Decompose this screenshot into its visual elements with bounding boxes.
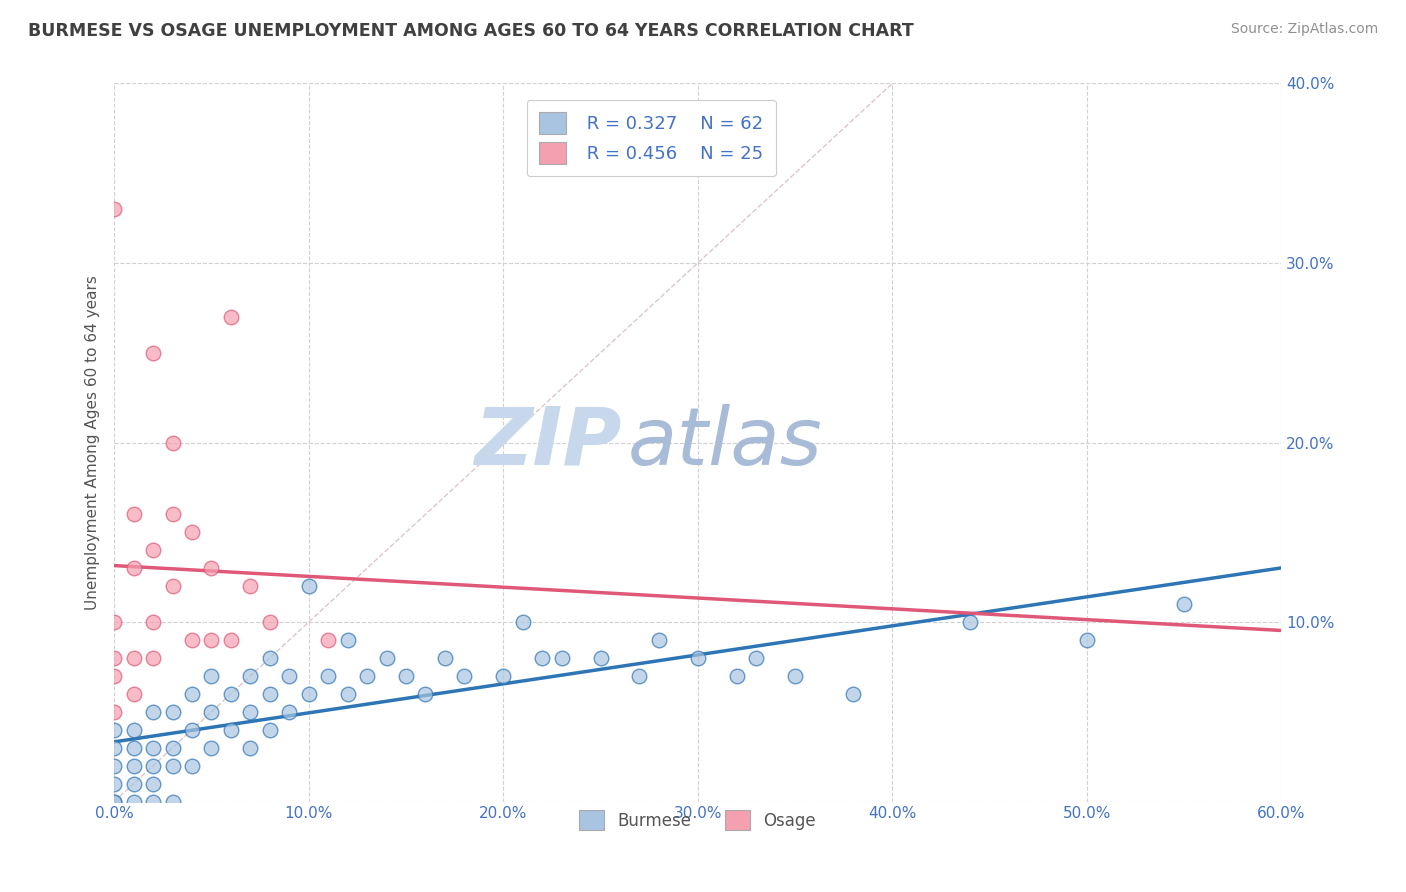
Text: BURMESE VS OSAGE UNEMPLOYMENT AMONG AGES 60 TO 64 YEARS CORRELATION CHART: BURMESE VS OSAGE UNEMPLOYMENT AMONG AGES…	[28, 22, 914, 40]
Point	[259, 723, 281, 737]
Point	[142, 776, 165, 790]
Point	[239, 669, 262, 683]
Point	[492, 669, 515, 683]
Point	[239, 705, 262, 719]
Point	[103, 795, 125, 809]
Point	[219, 310, 242, 324]
Point	[181, 525, 204, 540]
Point	[415, 687, 437, 701]
Point	[531, 651, 554, 665]
Point	[103, 758, 125, 772]
Point	[200, 669, 222, 683]
Point	[200, 632, 222, 647]
Point	[103, 202, 125, 216]
Point	[219, 632, 242, 647]
Point	[122, 687, 145, 701]
Point	[316, 632, 339, 647]
Point	[162, 435, 184, 450]
Point	[122, 758, 145, 772]
Point	[162, 508, 184, 522]
Point	[550, 651, 572, 665]
Point	[842, 687, 865, 701]
Point	[298, 687, 321, 701]
Point	[142, 795, 165, 809]
Point	[278, 669, 301, 683]
Point	[239, 579, 262, 593]
Point	[375, 651, 398, 665]
Point	[103, 615, 125, 629]
Point	[200, 705, 222, 719]
Point	[200, 740, 222, 755]
Point	[103, 723, 125, 737]
Point	[725, 669, 748, 683]
Text: ZIP: ZIP	[475, 403, 621, 482]
Point	[1076, 632, 1098, 647]
Point	[122, 651, 145, 665]
Point	[686, 651, 709, 665]
Point	[336, 632, 359, 647]
Point	[181, 758, 204, 772]
Point	[162, 740, 184, 755]
Point	[142, 615, 165, 629]
Point	[103, 740, 125, 755]
Point	[648, 632, 671, 647]
Point	[433, 651, 456, 665]
Point	[142, 758, 165, 772]
Point	[259, 615, 281, 629]
Point	[356, 669, 378, 683]
Point	[122, 740, 145, 755]
Point	[453, 669, 475, 683]
Point	[162, 758, 184, 772]
Point	[103, 669, 125, 683]
Point	[259, 651, 281, 665]
Point	[122, 561, 145, 575]
Point	[512, 615, 534, 629]
Point	[219, 723, 242, 737]
Point	[142, 740, 165, 755]
Legend: Burmese, Osage: Burmese, Osage	[567, 797, 830, 844]
Point	[239, 740, 262, 755]
Point	[589, 651, 612, 665]
Point	[162, 795, 184, 809]
Point	[162, 705, 184, 719]
Text: Source: ZipAtlas.com: Source: ZipAtlas.com	[1230, 22, 1378, 37]
Y-axis label: Unemployment Among Ages 60 to 64 years: Unemployment Among Ages 60 to 64 years	[86, 275, 100, 610]
Point	[103, 776, 125, 790]
Point	[142, 651, 165, 665]
Point	[103, 795, 125, 809]
Point	[142, 345, 165, 359]
Point	[122, 776, 145, 790]
Point	[395, 669, 418, 683]
Point	[959, 615, 981, 629]
Point	[122, 795, 145, 809]
Point	[628, 669, 651, 683]
Point	[219, 687, 242, 701]
Point	[259, 687, 281, 701]
Point	[181, 632, 204, 647]
Point	[745, 651, 768, 665]
Point	[200, 561, 222, 575]
Point	[103, 705, 125, 719]
Point	[142, 543, 165, 558]
Point	[316, 669, 339, 683]
Point	[181, 723, 204, 737]
Point	[298, 579, 321, 593]
Point	[142, 705, 165, 719]
Point	[103, 651, 125, 665]
Point	[783, 669, 806, 683]
Point	[181, 687, 204, 701]
Point	[278, 705, 301, 719]
Point	[162, 579, 184, 593]
Point	[122, 723, 145, 737]
Text: atlas: atlas	[627, 403, 823, 482]
Point	[336, 687, 359, 701]
Point	[1173, 597, 1195, 611]
Point	[122, 508, 145, 522]
